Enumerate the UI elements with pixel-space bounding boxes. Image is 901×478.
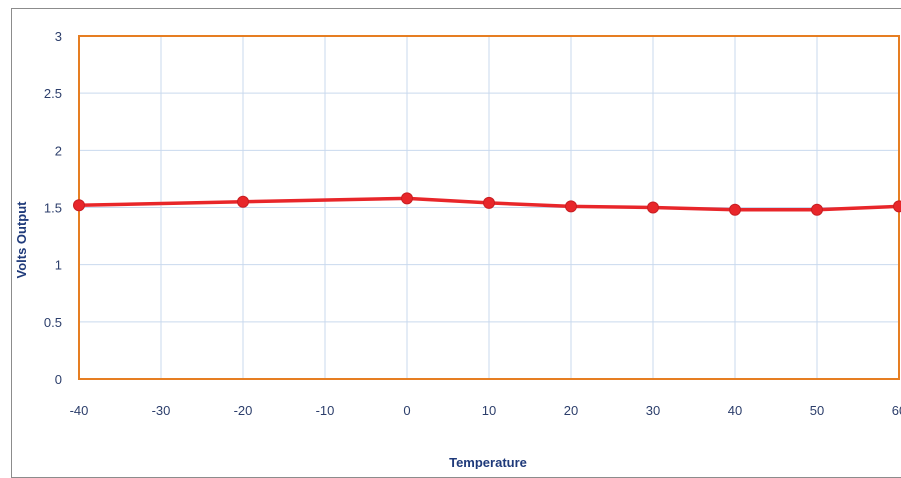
x-tick-label: -40: [70, 403, 89, 418]
x-tick-label: 0: [403, 403, 410, 418]
y-tick-label: 0.5: [44, 315, 62, 330]
x-tick-label: 20: [564, 403, 578, 418]
x-axis-title: Temperature: [449, 455, 527, 469]
y-tick-label: 0: [55, 372, 62, 387]
x-tick-label: -30: [152, 403, 171, 418]
y-tick-label: 1.5: [44, 201, 62, 216]
y-axis-ticks: 0 0.5 1 1.5 2 2.5 3: [44, 29, 62, 387]
y-tick-label: 2.5: [44, 86, 62, 101]
data-point: [566, 201, 577, 212]
data-point: [402, 193, 413, 204]
series-group: [74, 193, 901, 215]
x-tick-label: 60: [892, 403, 901, 418]
data-point: [812, 204, 823, 215]
x-tick-label: 50: [810, 403, 824, 418]
data-point: [894, 201, 901, 212]
data-point: [730, 204, 741, 215]
x-tick-label: 30: [646, 403, 660, 418]
data-point: [74, 200, 85, 211]
x-tick-label: -10: [316, 403, 335, 418]
y-tick-label: 2: [55, 143, 62, 158]
data-point: [238, 196, 249, 207]
data-point: [484, 197, 495, 208]
x-tick-label: -20: [234, 403, 253, 418]
data-point: [648, 202, 659, 213]
x-tick-label: 40: [728, 403, 742, 418]
x-axis-ticks: -40 -30 -20 -10 0 10 20 30 40 50 60: [70, 403, 901, 418]
y-tick-label: 1: [55, 258, 62, 273]
y-axis-title: Volts Output: [14, 201, 29, 279]
x-tick-label: 10: [482, 403, 496, 418]
y-tick-label: 3: [55, 29, 62, 44]
